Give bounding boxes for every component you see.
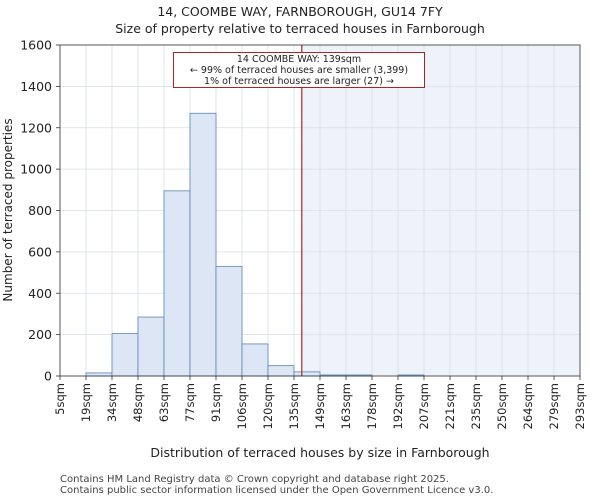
x-tick-label-18: 264sqm bbox=[521, 383, 535, 429]
x-tick-label-14: 207sqm bbox=[417, 383, 431, 429]
x-tick-label-15: 221sqm bbox=[443, 383, 457, 429]
annotation-line-2: ← 99% of terraced houses are smaller (3,… bbox=[189, 65, 409, 76]
x-tick-label-10: 149sqm bbox=[313, 383, 327, 429]
x-axis-label: Distribution of terraced houses by size … bbox=[150, 445, 489, 460]
x-tick-label-4: 63sqm bbox=[157, 383, 171, 422]
bar-34sqm bbox=[111, 333, 139, 377]
x-tick-label-16: 235sqm bbox=[469, 383, 483, 429]
footer-copyright: Contains HM Land Registry data © Crown c… bbox=[60, 474, 449, 485]
x-tick-label-2: 34sqm bbox=[105, 383, 119, 422]
bar-91sqm bbox=[215, 265, 243, 377]
y-tick-label-3: 600 bbox=[28, 244, 52, 259]
x-tick-label-6: 91sqm bbox=[209, 383, 223, 422]
bars bbox=[85, 112, 425, 377]
x-tick-label-12: 178sqm bbox=[365, 383, 379, 429]
y-axis-ticks: 0 200 400 600 800 1000 1200 1400 1600 bbox=[20, 38, 60, 384]
footer-licence: Contains public sector information licen… bbox=[60, 485, 494, 496]
x-tick-label-7: 106sqm bbox=[235, 383, 249, 429]
x-tick-label-8: 120sqm bbox=[261, 383, 275, 429]
x-tick-label-1: 19sqm bbox=[79, 383, 93, 422]
y-tick-label-2: 400 bbox=[28, 286, 52, 301]
bar-135sqm bbox=[293, 371, 321, 377]
bar-19sqm bbox=[85, 372, 113, 377]
y-tick-label-6: 1200 bbox=[20, 120, 52, 135]
x-tick-label-11: 163sqm bbox=[339, 383, 353, 429]
bar-48sqm bbox=[137, 316, 165, 377]
bar-63sqm bbox=[163, 190, 191, 377]
bar-120sqm bbox=[267, 365, 295, 377]
annotation-line-1: 14 COOMBE WAY: 139sqm bbox=[236, 54, 362, 65]
x-tick-label-3: 48sqm bbox=[131, 383, 145, 422]
chart-title: 14, COOMBE WAY, FARNBOROUGH, GU14 7FY bbox=[157, 4, 443, 19]
y-axis-label: Number of terraced properties bbox=[1, 118, 15, 301]
y-tick-label-8: 1600 bbox=[20, 38, 52, 53]
y-tick-label-5: 1000 bbox=[20, 162, 52, 177]
bar-77sqm bbox=[189, 112, 217, 377]
x-tick-label-17: 250sqm bbox=[495, 383, 509, 429]
x-tick-label-20: 293sqm bbox=[573, 383, 587, 429]
x-tick-label-13: 192sqm bbox=[391, 383, 405, 429]
x-tick-label-9: 135sqm bbox=[287, 383, 301, 429]
chart-subtitle: Size of property relative to terraced ho… bbox=[115, 21, 485, 36]
x-tick-label-19: 279sqm bbox=[547, 383, 561, 429]
x-tick-label-5: 77sqm bbox=[183, 383, 197, 422]
y-tick-label-4: 800 bbox=[28, 203, 52, 218]
bar-106sqm bbox=[241, 343, 269, 377]
x-tick-label-0: 5sqm bbox=[53, 383, 67, 415]
y-tick-label-1: 200 bbox=[28, 327, 52, 342]
annotation-line-3: 1% of terraced houses are larger (27) → bbox=[204, 76, 394, 87]
y-tick-label-0: 0 bbox=[44, 369, 52, 384]
x-axis-ticks: 5sqm 19sqm 34sqm 48sqm 63sqm 77sqm 91sqm 106sqm… bbox=[53, 376, 587, 429]
y-tick-label-7: 1400 bbox=[20, 79, 52, 94]
marker-annotation: 14 COOMBE WAY: 139sqm ← 99% of terraced … bbox=[173, 52, 425, 88]
